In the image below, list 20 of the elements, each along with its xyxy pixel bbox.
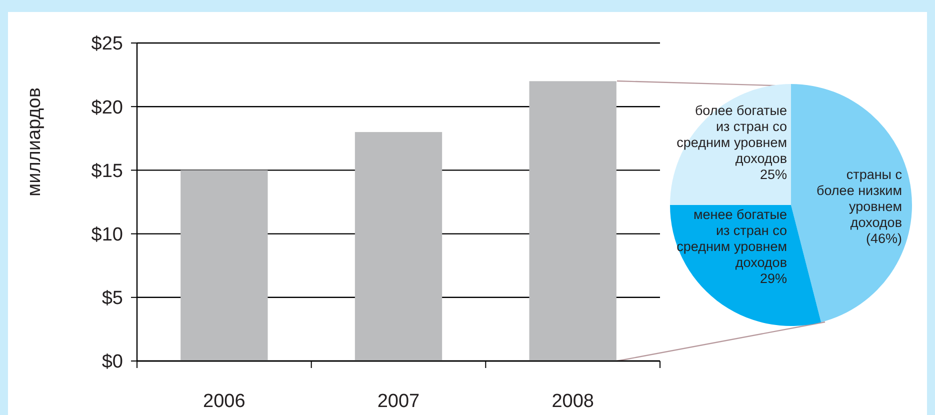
bar [180, 170, 268, 361]
x-tick-label: 2008 [552, 391, 594, 412]
bar [354, 132, 442, 361]
y-tick-label: $15 [91, 160, 123, 182]
slice-label: страны с более низким уровнем доходов [816, 167, 902, 230]
y-tick-label: $25 [91, 34, 123, 55]
y-tick-label: $5 [102, 288, 123, 310]
slice-label: более богатые из стран со средним уровнем доходов [676, 103, 787, 166]
x-tick-label: 2007 [377, 391, 420, 412]
data-label: (46%) [866, 231, 902, 246]
slice-label: менее богатые из стран со средним уровнем доходов [676, 207, 787, 270]
y-tick-label: $0 [102, 352, 123, 373]
data-label: 25% [760, 167, 787, 182]
x-tick-label: 2006 [203, 391, 246, 412]
bar [529, 81, 616, 361]
y-axis-title: миллиардов [24, 88, 45, 196]
pie-slice [791, 84, 912, 322]
y-tick-label: $10 [91, 224, 123, 246]
data-label: 29% [760, 271, 787, 286]
y-tick-label: $20 [91, 97, 123, 118]
